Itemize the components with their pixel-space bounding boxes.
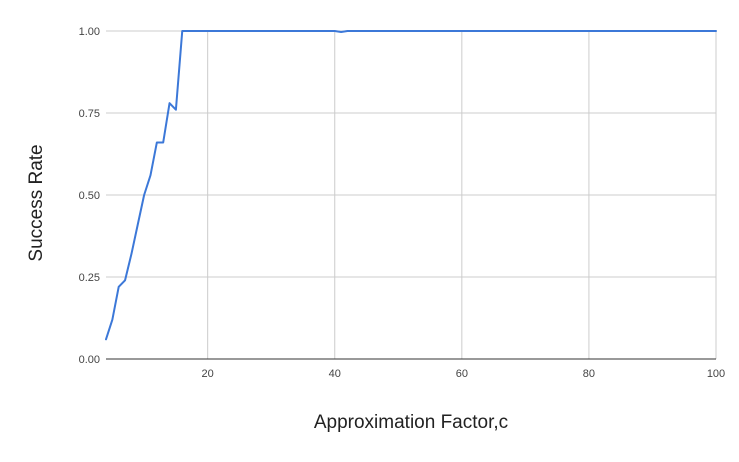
y-tick-label: 0.75 xyxy=(79,108,100,120)
x-tick-label: 60 xyxy=(456,368,468,380)
x-tick-label: 20 xyxy=(202,368,214,380)
x-tick-label: 100 xyxy=(707,368,725,380)
series-layer xyxy=(105,30,717,341)
y-tick-label: 1.00 xyxy=(79,26,100,38)
x-axis-title: Approximation Factor,c xyxy=(314,412,508,433)
y-tick-label: 0.00 xyxy=(79,354,100,366)
y-axis-title: Success Rate xyxy=(26,144,47,261)
gridlines xyxy=(106,30,717,359)
y-tick-label: 0.50 xyxy=(79,190,100,202)
series-line xyxy=(105,30,717,341)
x-tick-label: 40 xyxy=(329,368,341,380)
x-tick-label: 80 xyxy=(583,368,595,380)
tick-labels: 0.00 0.25 0.50 0.75 1.00 20 40 60 80 100 xyxy=(79,26,726,380)
y-tick-label: 0.25 xyxy=(79,272,100,284)
